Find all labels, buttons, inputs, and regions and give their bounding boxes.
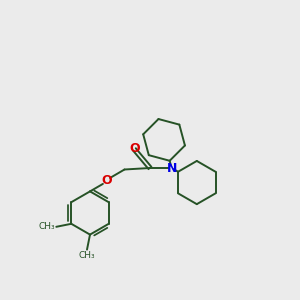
Text: CH₃: CH₃ <box>38 222 55 231</box>
Text: O: O <box>129 142 140 155</box>
Text: O: O <box>101 174 112 188</box>
Text: CH₃: CH₃ <box>79 251 95 260</box>
Text: N: N <box>167 161 177 175</box>
